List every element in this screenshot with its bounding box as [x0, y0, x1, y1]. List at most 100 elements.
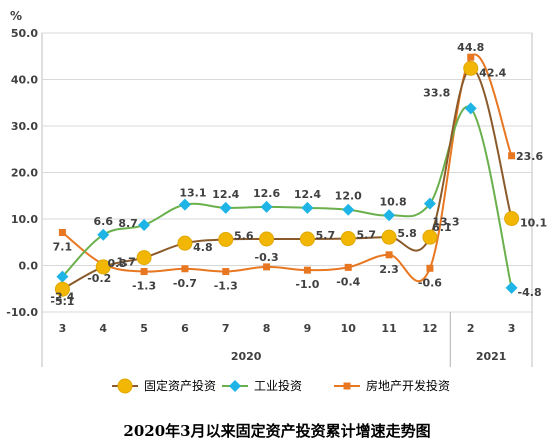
data-label: 0.3	[108, 257, 128, 270]
data-point	[385, 251, 393, 259]
data-label: 5.6	[234, 229, 254, 242]
y-axis-unit: %	[10, 9, 22, 23]
data-point	[344, 263, 352, 271]
data-point	[58, 228, 66, 236]
x-tick-label: 9	[304, 322, 312, 335]
x-tick-label: 4	[99, 322, 107, 335]
data-label: -0.4	[336, 275, 360, 288]
x-tick-label: 2	[467, 322, 475, 335]
data-label: -2.4	[50, 291, 74, 304]
data-label: -0.3	[255, 251, 279, 264]
data-label: 23.6	[516, 150, 543, 163]
x-tick-label: 7	[222, 322, 230, 335]
x-tick-label: 5	[140, 322, 148, 335]
data-label: -4.8	[518, 286, 542, 299]
data-point	[260, 200, 273, 213]
data-point	[54, 281, 70, 297]
data-label: 5.7	[316, 229, 336, 242]
data-point	[97, 228, 110, 241]
data-label: 13.3	[432, 216, 459, 229]
legend-label: 固定资产投资	[144, 378, 216, 393]
data-point	[463, 60, 479, 76]
data-point	[259, 231, 275, 247]
data-point	[299, 231, 315, 247]
x-tick-label: 10	[341, 322, 357, 335]
data-point	[508, 152, 516, 160]
data-label: 6.6	[94, 215, 114, 228]
data-point	[426, 264, 434, 272]
data-label: 12.6	[253, 187, 280, 200]
data-label: 5.7	[357, 229, 377, 242]
legend-label: 工业投资	[254, 378, 302, 393]
data-label: 13.1	[179, 187, 206, 200]
chart-caption: 2020年3月以来固定资产投资累计增速走势图	[123, 422, 431, 440]
data-point	[467, 53, 475, 61]
data-label: 2.3	[379, 263, 399, 276]
x-tick-label: 12	[422, 322, 437, 335]
data-label: 7.1	[53, 240, 73, 253]
y-tick-label: -10.0	[6, 306, 38, 319]
y-tick-label: 10.0	[11, 213, 38, 226]
data-point	[464, 102, 477, 115]
data-label: -5.1	[50, 295, 74, 308]
legend-marker	[343, 382, 351, 390]
data-label: -0.7	[173, 277, 197, 290]
data-point	[181, 265, 189, 273]
x-tick-label: 3	[508, 322, 516, 335]
data-point	[222, 268, 230, 276]
data-label: 10.1	[520, 217, 547, 230]
data-label: 44.8	[457, 41, 484, 54]
data-point	[381, 229, 397, 245]
data-point	[140, 268, 148, 276]
data-point	[138, 219, 151, 232]
data-point	[218, 231, 234, 247]
data-point	[423, 197, 436, 210]
data-label: 33.8	[423, 86, 450, 99]
data-label: 12.4	[212, 188, 239, 201]
data-point	[303, 266, 311, 274]
legend-marker	[229, 380, 241, 392]
data-label: 4.8	[193, 241, 213, 254]
data-point	[219, 201, 232, 214]
data-point	[178, 198, 191, 211]
legend-marker	[117, 378, 133, 394]
data-point	[342, 203, 355, 216]
x-tick-label: 6	[181, 322, 189, 335]
data-label: 12.0	[335, 190, 362, 203]
legend-label: 房地产开发投资	[366, 378, 450, 393]
data-point	[383, 209, 396, 222]
data-point	[56, 270, 69, 283]
data-label: 8.7	[118, 217, 138, 230]
data-label: 6.1	[432, 221, 452, 234]
data-point	[301, 201, 314, 214]
y-tick-label: 20.0	[11, 167, 38, 180]
data-point	[95, 259, 111, 275]
data-label: 42.4	[479, 66, 506, 79]
data-label: -0.2	[87, 272, 111, 285]
y-tick-label: 0.0	[19, 260, 39, 273]
data-label: 10.8	[380, 195, 407, 208]
data-point	[136, 250, 152, 266]
y-tick-label: 40.0	[11, 74, 38, 87]
data-label: -1.0	[295, 278, 319, 291]
data-label: 1.7	[116, 256, 136, 269]
x-tick-label: 11	[381, 322, 396, 335]
data-label: -1.3	[214, 280, 238, 293]
data-point	[340, 231, 356, 247]
y-tick-label: 30.0	[11, 120, 38, 133]
x-tick-label: 3	[59, 322, 67, 335]
year-group-label: 2020	[231, 350, 262, 363]
data-point	[263, 263, 271, 271]
data-label: 12.4	[294, 188, 321, 201]
line-chart: -10.0 0.0 10.0 20.0 30.0 40.0 50.0% 3 4 5 6 7 8 9 10 11…	[6, 9, 547, 394]
data-point	[422, 229, 438, 245]
year-group-label: 2021	[476, 350, 507, 363]
data-point	[177, 235, 193, 251]
y-tick-label: 50.0	[11, 27, 38, 40]
x-tick-label: 8	[263, 322, 271, 335]
data-label: -0.6	[418, 276, 442, 289]
data-label: 5.8	[397, 227, 417, 240]
data-label: -1.3	[132, 280, 156, 293]
data-point	[504, 211, 520, 227]
data-point	[505, 281, 518, 294]
